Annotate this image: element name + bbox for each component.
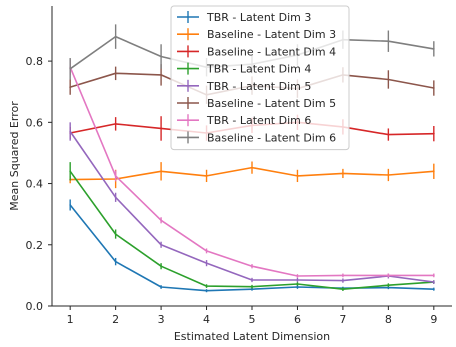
series-5 [69,122,435,284]
x-tick-label: 5 [249,313,256,326]
legend-item: TBR - Latent Dim 3 [177,11,311,24]
data-point [114,72,117,75]
data-point [387,174,390,176]
x-axis-label: Estimated Latent Dimension [174,330,330,343]
data-point [251,285,253,288]
y-tick-label: 0.4 [26,178,44,191]
legend-label: TBR - Latent Dim 6 [206,114,311,127]
legend-label: TBR - Latent Dim 5 [206,80,311,93]
data-point [251,279,253,281]
x-tick-label: 6 [294,313,301,326]
data-point [342,274,344,277]
axes: 0.0 0.2 0.4 0.6 0.8 1 2 3 4 5 6 7 8 9 [26,6,452,326]
data-point [251,166,253,169]
data-point [205,285,208,288]
data-point [342,172,344,175]
y-tick-label: 0.2 [26,239,44,252]
legend-label: TBR - Latent Dim 4 [206,63,311,76]
y-tick-label: 0.6 [26,116,44,129]
data-point [160,265,162,268]
x-tick-label: 3 [158,313,165,326]
data-point [160,219,162,222]
data-point [205,289,208,292]
data-point [160,286,162,288]
legend: TBR - Latent Dim 3 Baseline - Latent Dim … [170,5,350,151]
data-point [387,286,390,289]
series-4 [69,162,435,291]
data-point [251,288,253,291]
data-point [205,174,208,177]
data-point [114,174,117,177]
data-point [387,133,390,136]
legend-item: Baseline - Latent Dim 5 [177,97,336,110]
data-point [114,260,117,263]
data-point [251,265,253,268]
data-point [114,35,117,38]
legend-label: TBR - Latent Dim 3 [206,11,311,24]
legend-item: Baseline - Latent Dim 4 [177,45,336,58]
data-point [205,262,208,265]
data-point [432,47,435,50]
legend-item: TBR - Latent Dim 5 [177,79,311,93]
x-tick-label: 9 [430,313,437,326]
legend-label: Baseline - Latent Dim 5 [207,97,336,110]
data-point [432,288,435,291]
data-point [296,286,299,288]
x-tick-label: 7 [339,313,346,326]
data-point [342,279,344,282]
legend-label: Baseline - Latent Dim 6 [207,131,336,144]
series-line [69,170,434,291]
x-tick-label: 2 [112,313,119,326]
legend-item: TBR - Latent Dim 4 [177,62,311,76]
legend-frame [170,5,350,151]
data-point [387,78,390,81]
legend-item: Baseline - Latent Dim 6 [177,131,336,144]
y-axis-label: Mean Squared Error [8,101,21,211]
data-point [387,284,390,287]
data-point [342,288,344,291]
data-point [296,283,299,285]
x-tick-label: 8 [385,313,392,326]
legend-item: Baseline - Latent Dim 3 [177,28,336,41]
data-point [114,196,117,199]
data-point [160,127,162,130]
data-point [296,279,299,281]
data-point [432,87,435,89]
data-point [205,249,208,252]
data-point [432,170,435,173]
data-point [432,132,435,135]
data-point [296,275,299,277]
series-line [69,131,434,283]
data-point [114,122,117,125]
data-point [69,67,72,70]
x-tick-label: 1 [67,313,74,326]
data-point [432,281,435,284]
data-point [160,243,162,246]
data-point [160,170,162,173]
legend-item: TBR - Latent Dim 6 [177,114,311,127]
data-point [296,174,299,177]
data-point [432,274,435,277]
x-tick-label: 4 [203,313,210,326]
data-point [160,55,162,58]
y-tick-label: 0.0 [26,300,44,313]
data-point [69,130,72,133]
data-point [69,86,72,89]
legend-label: Baseline - Latent Dim 3 [207,28,336,41]
y-tick-label: 0.8 [26,55,44,68]
data-point [69,204,72,206]
data-point [387,274,390,277]
data-point [114,233,117,235]
data-point [160,73,162,76]
data-point [387,40,390,43]
data-point [69,170,72,173]
legend-label: Baseline - Latent Dim 4 [207,45,336,58]
